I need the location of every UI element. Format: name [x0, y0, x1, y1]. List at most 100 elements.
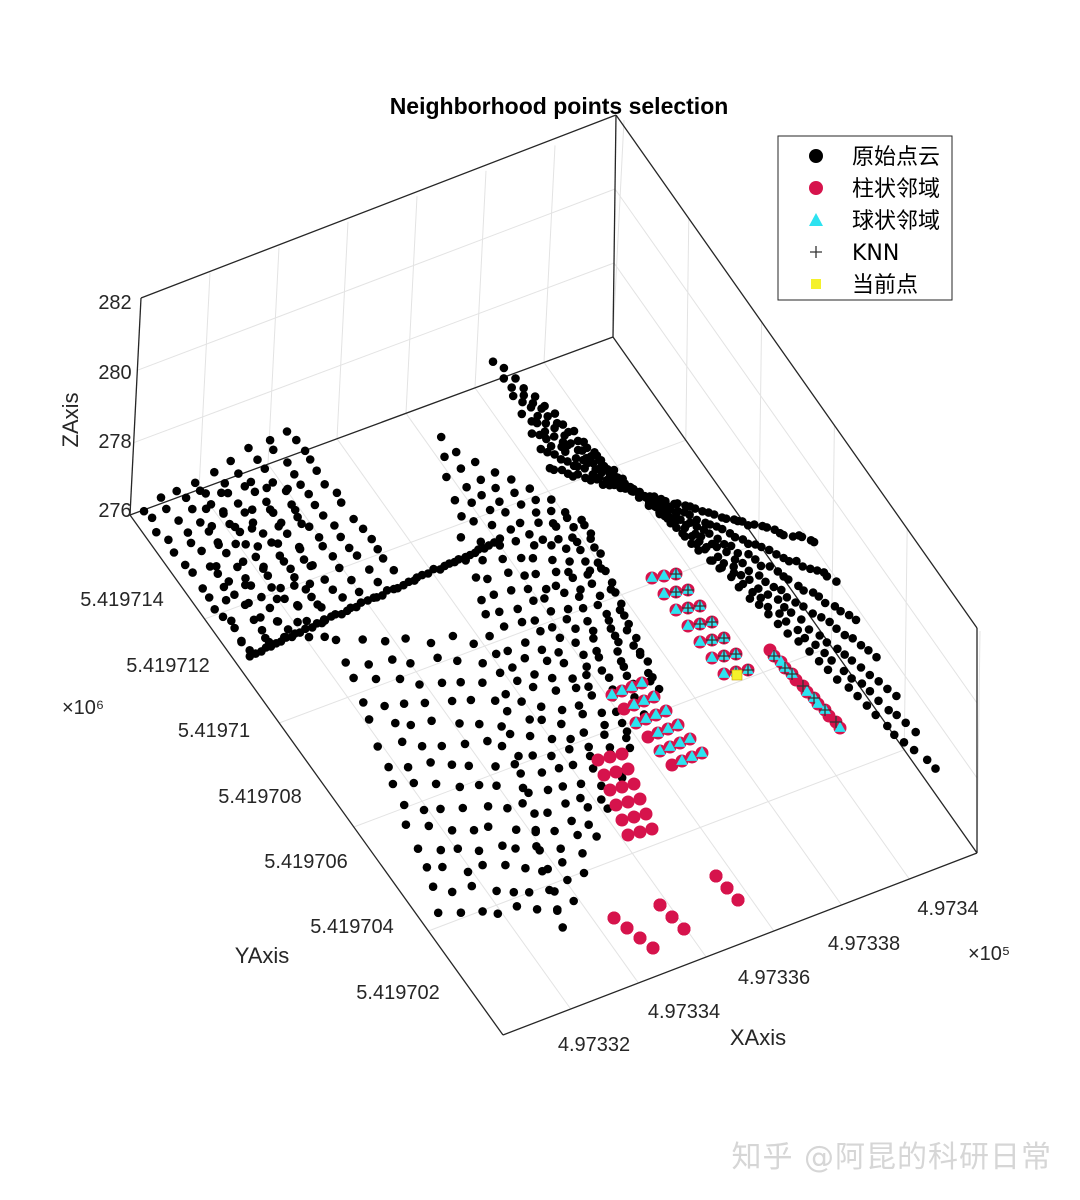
floor-grid-line [428, 749, 905, 932]
legend-entry: 原始点云 [809, 145, 940, 170]
legend-label: 当前点 [852, 273, 918, 298]
original-point [297, 519, 306, 529]
original-point [676, 515, 685, 524]
y-grid-line [405, 196, 418, 414]
original-point [804, 625, 814, 634]
legend-entry: KNN [810, 241, 899, 266]
original-point [596, 549, 605, 558]
original-point [516, 769, 525, 778]
original-point [574, 592, 584, 601]
original-point [805, 647, 814, 656]
original-point [551, 522, 561, 531]
original-point [265, 505, 275, 514]
original-point [257, 625, 267, 635]
original-point [590, 543, 599, 552]
original-point [847, 656, 857, 665]
cylinder-neighbor-point [607, 911, 621, 925]
original-point [811, 640, 820, 650]
original-point [260, 464, 270, 474]
original-point [574, 701, 584, 710]
original-point [806, 564, 815, 574]
sphere-neighbor-point [706, 651, 718, 662]
original-point [224, 577, 234, 586]
original-point [519, 384, 528, 393]
original-point [244, 598, 253, 608]
original-point [344, 543, 354, 553]
original-point [853, 691, 862, 701]
original-point [501, 508, 510, 517]
sphere-neighbor-point [812, 697, 824, 708]
legend-marker [810, 246, 822, 258]
original-point [226, 456, 235, 466]
original-point [527, 429, 537, 438]
original-point [536, 626, 545, 636]
original-point [205, 562, 215, 571]
original-point [406, 659, 415, 668]
original-point [523, 584, 533, 594]
cylinder-neighbor-point [615, 813, 629, 827]
original-point [380, 636, 390, 646]
original-point [589, 634, 598, 643]
original-point [772, 550, 781, 559]
original-point [798, 562, 807, 571]
legend-label: KNN [852, 241, 899, 266]
original-point [571, 683, 581, 693]
original-point [822, 572, 832, 581]
original-point [553, 905, 562, 914]
original-point [403, 762, 413, 772]
knn-point [819, 704, 831, 716]
original-point [283, 458, 292, 467]
original-point [506, 586, 516, 595]
original-point [519, 391, 529, 400]
original-point [320, 632, 330, 642]
original-point [560, 588, 569, 598]
original-point [583, 803, 593, 812]
cylinder-neighbor-point [633, 931, 647, 945]
original-point [359, 698, 368, 707]
original-point [251, 552, 261, 562]
original-point [557, 705, 567, 715]
legend-box [777, 135, 953, 301]
original-point [467, 498, 477, 508]
sphere-neighbor-point [626, 680, 638, 691]
original-point [573, 436, 583, 446]
original-point [705, 520, 715, 529]
original-point [485, 631, 494, 641]
original-point [530, 616, 540, 625]
original-point [719, 539, 729, 549]
original-point [460, 739, 470, 749]
z-tick-label: 282 [98, 292, 131, 314]
axis-edge [129, 297, 142, 516]
original-point [549, 432, 559, 441]
original-point [764, 609, 773, 619]
original-point [256, 613, 265, 622]
original-point [568, 674, 577, 683]
original-point [518, 397, 527, 407]
original-point [436, 432, 446, 442]
original-point [566, 734, 575, 744]
original-point [756, 561, 766, 571]
original-point [848, 634, 857, 643]
original-point [292, 435, 301, 445]
sphere-neighbor-point [648, 690, 660, 701]
original-point [673, 499, 682, 508]
axis-edge [612, 114, 617, 338]
knn-point [718, 632, 730, 644]
original-point [621, 483, 630, 492]
original-point [550, 409, 560, 418]
original-point [508, 391, 518, 401]
original-point [558, 782, 568, 791]
original-point [469, 639, 479, 649]
original-point [341, 658, 351, 667]
original-point [543, 785, 553, 795]
original-point [571, 638, 580, 647]
original-point [528, 553, 538, 563]
original-point [532, 905, 542, 914]
original-point [712, 542, 722, 552]
original-point [543, 447, 552, 457]
x-grid-line [830, 424, 835, 647]
original-point [301, 624, 310, 634]
original-point [364, 715, 374, 724]
sphere-neighbor-point [682, 619, 694, 630]
original-point [899, 738, 909, 747]
